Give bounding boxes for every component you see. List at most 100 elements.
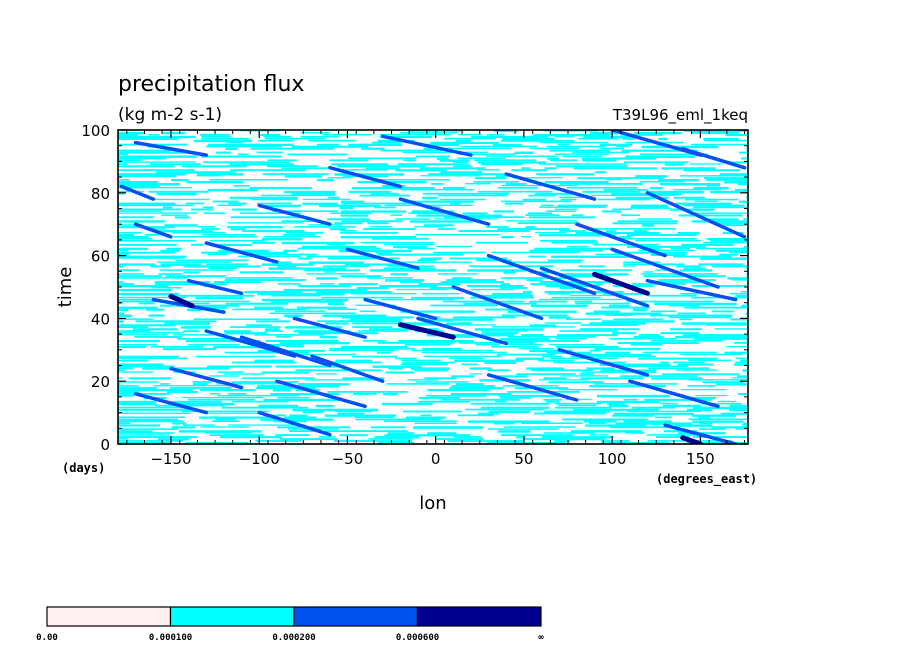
field-dash-level-1 xyxy=(329,159,369,162)
field-dash-level-1 xyxy=(395,169,447,172)
field-dash-level-1 xyxy=(745,196,748,199)
field-dash-level-1 xyxy=(183,271,200,274)
field-dash-level-1 xyxy=(225,302,288,305)
field-dash-level-1 xyxy=(485,155,558,157)
field-dash-level-1 xyxy=(695,394,728,397)
field-dash-level-1 xyxy=(473,181,519,183)
field-dash-level-1 xyxy=(528,194,556,197)
field-dash-level-1 xyxy=(691,143,748,146)
field-dash-level-1 xyxy=(316,143,339,146)
field-dash-level-1 xyxy=(475,343,500,346)
field-dash-level-1 xyxy=(714,328,748,330)
field-dash-level-1 xyxy=(512,177,563,179)
field-dash-level-1 xyxy=(377,139,415,143)
field-dash-level-1 xyxy=(380,149,443,152)
field-dash-level-1 xyxy=(402,159,417,161)
field-dash-level-1 xyxy=(656,436,690,438)
colorbar-label: ∞ xyxy=(538,633,544,643)
field-dash-level-1 xyxy=(626,410,702,412)
field-dash-level-1 xyxy=(118,169,195,172)
field-dash-level-1 xyxy=(284,175,322,178)
field-dash-level-1 xyxy=(333,440,413,442)
field-dash-level-1 xyxy=(738,200,748,203)
field-dash-level-1 xyxy=(450,393,512,396)
field-dash-level-1 xyxy=(570,355,657,358)
field-dash-level-1 xyxy=(164,224,198,227)
field-dash-level-1 xyxy=(677,363,713,366)
field-dash-level-1 xyxy=(527,212,552,215)
field-dash-level-1 xyxy=(654,302,737,305)
field-dash-level-1 xyxy=(418,400,470,403)
field-dash-level-1 xyxy=(540,239,597,242)
field-dash-level-1 xyxy=(539,141,609,144)
field-dash-level-1 xyxy=(399,281,422,283)
field-dash-level-1 xyxy=(660,332,699,335)
field-dash-level-1 xyxy=(301,245,377,248)
field-dash-level-1 xyxy=(735,294,748,297)
field-dash-level-1 xyxy=(599,143,632,147)
field-dash-level-1 xyxy=(224,277,293,279)
field-dash-level-1 xyxy=(420,175,481,177)
field-dash-level-1 xyxy=(169,387,232,389)
field-dash-level-1 xyxy=(490,345,539,348)
field-dash-level-1 xyxy=(242,230,305,233)
field-dash-level-1 xyxy=(612,222,677,225)
field-dash-level-1 xyxy=(498,430,531,433)
field-dash-level-1 xyxy=(583,420,617,423)
field-dash-level-1 xyxy=(281,220,314,222)
field-dash-level-1 xyxy=(562,155,603,158)
field-dash-level-1 xyxy=(619,236,632,238)
field-dash-level-1 xyxy=(118,210,161,212)
field-dash-level-1 xyxy=(538,298,622,301)
field-dash-level-1 xyxy=(600,147,624,150)
experiment-label: T39L96_eml_1keq xyxy=(612,106,748,125)
field-dash-level-1 xyxy=(620,375,698,377)
field-dash-level-1 xyxy=(477,161,547,164)
field-dash-level-1 xyxy=(258,404,298,407)
field-dash-level-1 xyxy=(160,383,170,385)
field-dash-level-1 xyxy=(218,249,269,253)
field-dash-level-1 xyxy=(500,396,531,399)
field-dash-level-1 xyxy=(391,261,472,263)
field-dash-level-1 xyxy=(577,177,664,179)
field-dash-level-1 xyxy=(118,288,172,292)
field-dash-level-1 xyxy=(640,153,708,155)
field-streak-level-2 xyxy=(292,316,367,339)
field-dash-level-1 xyxy=(171,426,196,429)
field-dash-level-1 xyxy=(361,147,385,150)
field-dash-level-1 xyxy=(603,292,650,295)
field-dash-level-1 xyxy=(341,210,406,213)
field-dash-level-1 xyxy=(580,324,637,326)
field-dash-level-1 xyxy=(521,422,583,424)
field-dash-level-1 xyxy=(648,367,710,370)
field-dash-level-1 xyxy=(118,312,125,315)
field-dash-level-1 xyxy=(449,257,508,260)
field-dash-level-1 xyxy=(501,261,581,263)
field-streak-level-2 xyxy=(239,335,332,368)
y-axis-ticks: 0 20 40 60 80 100 xyxy=(81,122,748,454)
field-dash-level-1 xyxy=(422,196,438,199)
field-dash-level-1 xyxy=(559,330,618,332)
field-dash-level-1 xyxy=(118,232,142,234)
field-dash-level-1 xyxy=(224,279,306,281)
field-dash-level-1 xyxy=(592,243,659,246)
field-dash-level-1 xyxy=(384,434,471,437)
field-streak-level-2 xyxy=(310,354,385,383)
field-dash-level-1 xyxy=(181,396,264,399)
field-dash-level-1 xyxy=(548,343,605,346)
field-streak-level-2 xyxy=(363,297,438,321)
field-dash-level-1 xyxy=(688,379,748,381)
field-dash-level-1 xyxy=(233,184,249,187)
field-dash-level-1 xyxy=(118,330,151,332)
field-dash-level-1 xyxy=(535,192,573,195)
field-dash-level-1 xyxy=(678,214,743,217)
field-dash-level-1 xyxy=(533,133,610,137)
field-dash-level-1 xyxy=(308,139,356,142)
field-dash-level-1 xyxy=(414,422,457,424)
field-dash-level-1 xyxy=(275,434,310,436)
field-dash-level-1 xyxy=(514,387,568,389)
field-dash-level-1 xyxy=(573,408,659,411)
colorbar-label: 0.000600 xyxy=(396,633,439,643)
field-dash-level-1 xyxy=(128,377,171,380)
field-dash-level-1 xyxy=(379,285,438,288)
